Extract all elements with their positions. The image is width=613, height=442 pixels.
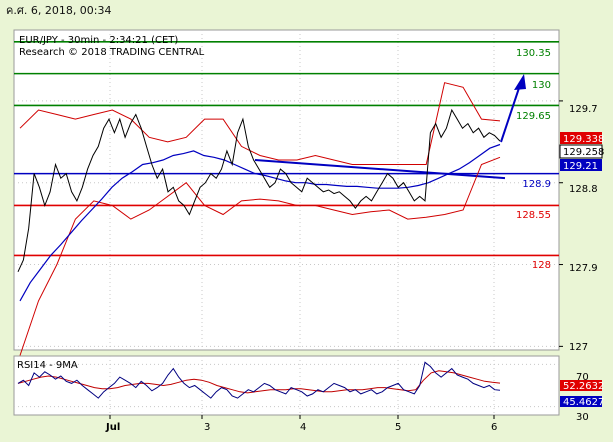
x-tick-5: 5 (395, 422, 401, 433)
bollinger-upper (19, 82, 501, 165)
bollinger-lower (19, 156, 501, 356)
date-text: ค.ศ. 6, 2018, 00:34 (6, 4, 112, 17)
rsi-box-blue: 45.4627 (560, 396, 604, 408)
rsi-box-red: 52.2632 (560, 380, 604, 392)
level-label-130-35: 130.35 (516, 48, 551, 59)
price-box-last-bg (559, 144, 603, 159)
y-tick-128-8: 128.8 (569, 184, 598, 195)
rsi-box-blue-bg (560, 396, 602, 407)
forecast-arrow (500, 74, 526, 143)
x-tick-jul: Jul (105, 422, 120, 433)
price-box-last: 129.258 (559, 144, 604, 159)
trend-line (254, 159, 506, 180)
price-box-blue-text: 129.21 (563, 161, 598, 172)
rsi-plot-area (13, 355, 560, 416)
level-label-128-9: 128.9 (522, 179, 551, 190)
price-line (17, 108, 501, 273)
price-box-blue-bg (560, 159, 602, 171)
main-plot-area (13, 29, 560, 351)
forecast-arrow-line (500, 81, 522, 143)
level-label-130: 130 (532, 80, 551, 91)
level-lines (14, 41, 559, 257)
x-tick-4: 4 (300, 422, 306, 433)
level-label-128: 128 (532, 260, 551, 271)
rsi-title: RSI14 - 9MA (17, 360, 78, 371)
date-header: ค.ศ. 6, 2018, 00:34 (0, 0, 613, 22)
x-tick-6: 6 (491, 422, 497, 433)
y-tick-127-0: 127 (569, 342, 588, 353)
price-box-red-text: 129.338 (563, 134, 604, 145)
rsi-box-blue-text: 45.4627 (563, 397, 604, 408)
y-tick-129-7: 129.7 (569, 104, 598, 115)
rsi-tick-30: 30 (576, 412, 589, 423)
rsi-box-red-text: 52.2632 (563, 381, 604, 392)
price-box-blue: 129.21 (560, 159, 602, 172)
price-series (17, 82, 501, 356)
forecast-arrow-head (514, 74, 526, 90)
price-box-red-bg (560, 132, 602, 144)
chart-subtitle: Research © 2018 TRADING CENTRAL (19, 47, 205, 58)
x-tick-3: 3 (204, 422, 210, 433)
rsi-tick-70: 70 (576, 372, 589, 383)
price-box-red: 129.338 (560, 132, 604, 145)
chart-title: EUR/JPY - 30min - 2:34:21 (CET) (19, 35, 178, 46)
y-tick-127-9: 127.9 (569, 263, 598, 274)
level-label-128-55: 128.55 (516, 210, 551, 221)
level-label-129-65: 129.65 (516, 111, 551, 122)
rsi-box-red-bg (560, 380, 602, 391)
moving-average (19, 143, 501, 302)
rsi-series (17, 361, 501, 399)
rsi-line (17, 361, 501, 399)
price-box-last-text: 129.258 (563, 147, 604, 158)
